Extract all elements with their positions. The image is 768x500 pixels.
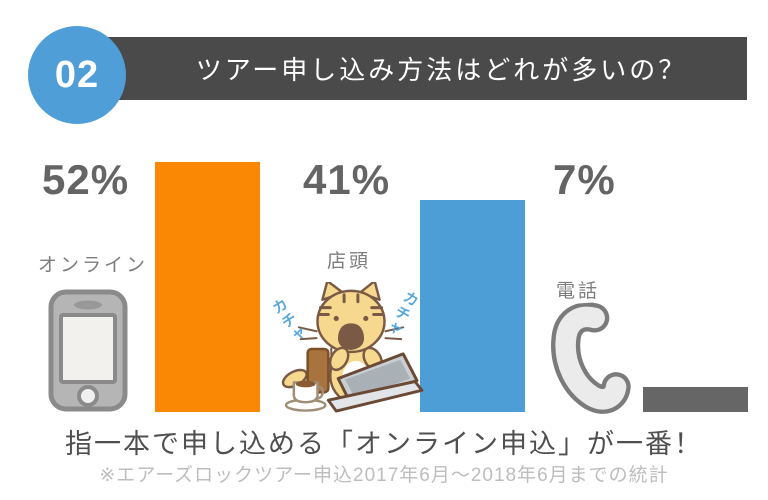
value-label-phone: 7% [553, 156, 616, 203]
category-label-store: 店頭 [327, 251, 372, 272]
section-number-badge: 02 [28, 26, 126, 124]
category-label-phone: 電話 [556, 281, 601, 302]
smartphone-icon [47, 288, 129, 418]
page-title: ツアー申し込み方法はどれが多いの？ [195, 55, 688, 85]
category-label-online: オンライン [38, 255, 149, 276]
value-label-store: 41% [303, 156, 391, 203]
cat-typing-at-laptop-illustration [276, 279, 426, 420]
conclusion-text: 指一本で申し込める「オンライン申込」が一番！ [65, 429, 703, 459]
value-label-online: 52% [42, 156, 130, 203]
bar-online [155, 162, 260, 412]
header-title-bar: ツアー申し込み方法はどれが多いの？ [100, 37, 747, 100]
statistics-footnote: ※エアーズロックツアー申込2017年6月〜2018年6月までの統計 [99, 465, 669, 486]
bar-store [420, 200, 525, 412]
bar-phone [643, 387, 748, 412]
telephone-receiver-icon [539, 300, 635, 423]
